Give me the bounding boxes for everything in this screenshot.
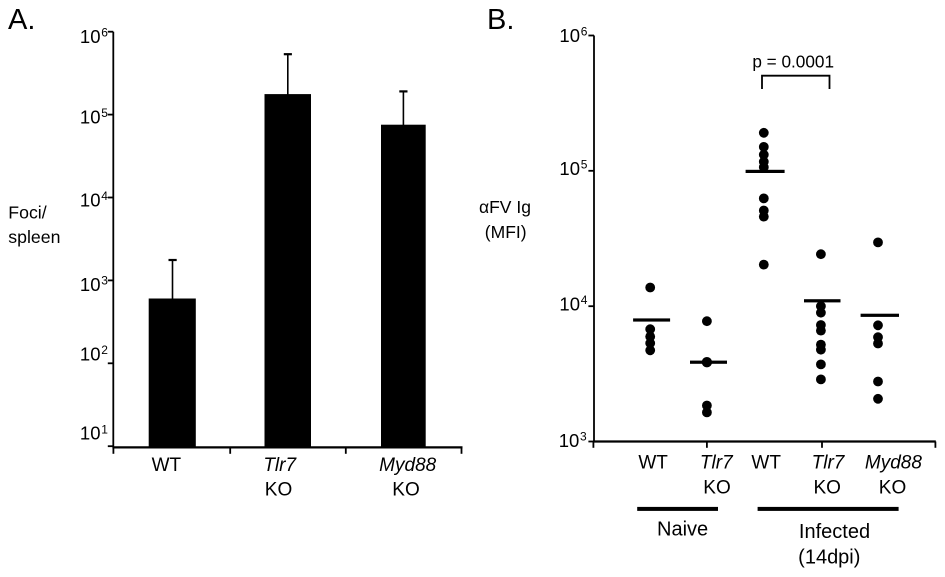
svg-text:KO: KO <box>813 478 840 499</box>
svg-text:10: 10 <box>80 343 101 364</box>
svg-text:10: 10 <box>559 158 580 179</box>
svg-text:Tlr7: Tlr7 <box>700 453 734 474</box>
svg-text:10: 10 <box>559 293 580 314</box>
svg-text:10: 10 <box>559 430 580 451</box>
svg-text:5: 5 <box>101 106 108 120</box>
svg-text:B.: B. <box>487 4 514 36</box>
svg-text:6: 6 <box>581 25 588 39</box>
svg-text:αFV Ig: αFV Ig <box>479 197 531 217</box>
svg-text:3: 3 <box>580 430 587 444</box>
svg-text:WT: WT <box>638 453 668 474</box>
svg-text:Myd88: Myd88 <box>865 453 922 474</box>
svg-text:1: 1 <box>101 422 108 436</box>
svg-text:4: 4 <box>581 293 588 307</box>
svg-text:KO: KO <box>879 478 906 499</box>
svg-text:10: 10 <box>80 423 101 444</box>
svg-text:Naive: Naive <box>657 519 708 541</box>
svg-text:2: 2 <box>101 343 108 357</box>
svg-text:10: 10 <box>80 26 101 47</box>
svg-text:A.: A. <box>8 4 35 36</box>
svg-text:Tlr7: Tlr7 <box>263 455 297 476</box>
svg-text:WT: WT <box>751 453 781 474</box>
svg-text:3: 3 <box>101 274 108 288</box>
svg-text:10: 10 <box>80 189 101 210</box>
svg-text:WT: WT <box>152 455 182 476</box>
svg-text:p = 0.0001: p = 0.0001 <box>752 52 834 72</box>
svg-text:KO: KO <box>703 478 730 499</box>
svg-text:(14dpi): (14dpi) <box>798 547 860 569</box>
svg-text:spleen: spleen <box>8 227 60 247</box>
svg-text:Tlr7: Tlr7 <box>812 453 846 474</box>
svg-text:Foci/: Foci/ <box>8 202 46 222</box>
svg-text:KO: KO <box>265 479 292 500</box>
svg-text:5: 5 <box>581 158 588 172</box>
svg-text:4: 4 <box>101 189 108 203</box>
svg-text:Infected: Infected <box>799 521 870 543</box>
svg-text:(MFI): (MFI) <box>485 222 527 242</box>
svg-text:10: 10 <box>80 274 101 295</box>
svg-text:Myd88: Myd88 <box>379 455 436 476</box>
svg-text:KO: KO <box>392 479 419 500</box>
svg-text:10: 10 <box>559 25 580 46</box>
svg-text:10: 10 <box>80 107 101 128</box>
svg-text:6: 6 <box>101 26 108 40</box>
